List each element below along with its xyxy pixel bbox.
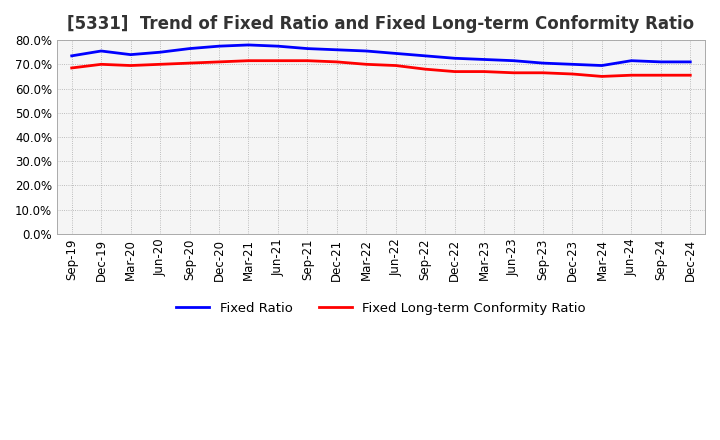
Fixed Long-term Conformity Ratio: [333, 59, 341, 65]
Fixed Long-term Conformity Ratio: [657, 73, 665, 78]
Fixed Ratio: [450, 55, 459, 61]
Fixed Ratio: [215, 44, 223, 49]
Fixed Ratio: [333, 47, 341, 52]
Fixed Ratio: [185, 46, 194, 51]
Fixed Long-term Conformity Ratio: [215, 59, 223, 65]
Fixed Long-term Conformity Ratio: [274, 58, 282, 63]
Fixed Ratio: [97, 48, 106, 54]
Fixed Long-term Conformity Ratio: [539, 70, 547, 75]
Fixed Ratio: [156, 50, 164, 55]
Fixed Long-term Conformity Ratio: [126, 63, 135, 68]
Fixed Ratio: [274, 44, 282, 49]
Fixed Long-term Conformity Ratio: [480, 69, 488, 74]
Fixed Long-term Conformity Ratio: [392, 63, 400, 68]
Fixed Ratio: [539, 60, 547, 66]
Title: [5331]  Trend of Fixed Ratio and Fixed Long-term Conformity Ratio: [5331] Trend of Fixed Ratio and Fixed Lo…: [68, 15, 695, 33]
Fixed Long-term Conformity Ratio: [421, 66, 430, 72]
Fixed Ratio: [362, 48, 371, 54]
Fixed Ratio: [657, 59, 665, 65]
Fixed Ratio: [303, 46, 312, 51]
Fixed Long-term Conformity Ratio: [68, 65, 76, 70]
Fixed Ratio: [627, 58, 636, 63]
Line: Fixed Ratio: Fixed Ratio: [72, 45, 690, 66]
Fixed Ratio: [568, 62, 577, 67]
Fixed Ratio: [68, 53, 76, 59]
Fixed Long-term Conformity Ratio: [450, 69, 459, 74]
Fixed Ratio: [126, 52, 135, 57]
Line: Fixed Long-term Conformity Ratio: Fixed Long-term Conformity Ratio: [72, 61, 690, 77]
Fixed Long-term Conformity Ratio: [627, 73, 636, 78]
Fixed Ratio: [392, 51, 400, 56]
Fixed Long-term Conformity Ratio: [156, 62, 164, 67]
Fixed Long-term Conformity Ratio: [686, 73, 695, 78]
Fixed Long-term Conformity Ratio: [362, 62, 371, 67]
Fixed Long-term Conformity Ratio: [303, 58, 312, 63]
Legend: Fixed Ratio, Fixed Long-term Conformity Ratio: Fixed Ratio, Fixed Long-term Conformity …: [171, 297, 591, 320]
Fixed Ratio: [686, 59, 695, 65]
Fixed Long-term Conformity Ratio: [568, 71, 577, 77]
Fixed Long-term Conformity Ratio: [598, 74, 606, 79]
Fixed Long-term Conformity Ratio: [244, 58, 253, 63]
Fixed Long-term Conformity Ratio: [509, 70, 518, 75]
Fixed Long-term Conformity Ratio: [97, 62, 106, 67]
Fixed Ratio: [509, 58, 518, 63]
Fixed Ratio: [480, 57, 488, 62]
Fixed Long-term Conformity Ratio: [185, 60, 194, 66]
Fixed Ratio: [598, 63, 606, 68]
Fixed Ratio: [244, 42, 253, 48]
Fixed Ratio: [421, 53, 430, 59]
